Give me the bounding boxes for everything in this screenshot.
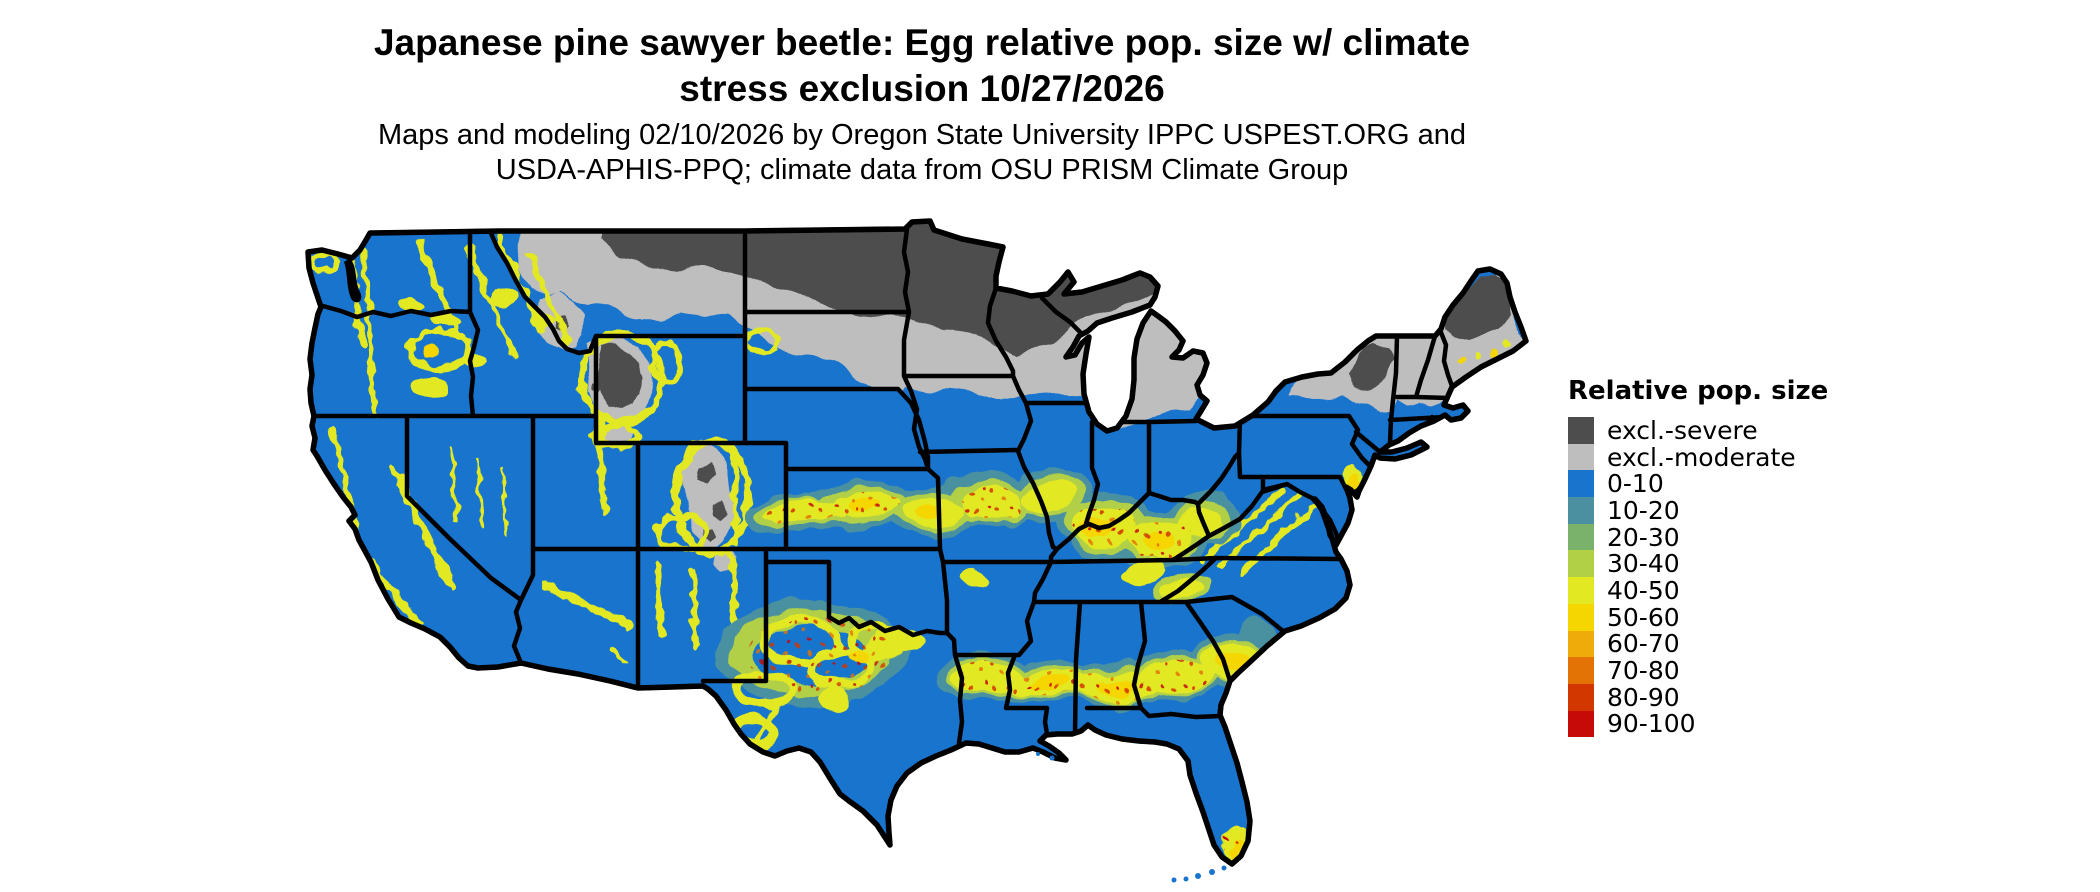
page-subtitle: Maps and modeling 02/10/2026 by Oregon S… [322,118,1522,188]
legend-label: 30-40 [1607,549,1680,579]
legend-label: excl.-severe [1607,415,1758,445]
legend-swatch [1568,577,1594,604]
legend-items: excl.-severe excl.-moderate 0-10 10-20 20-30… [1568,417,1898,739]
legend-swatch [1568,470,1594,498]
legend-swatch [1568,497,1594,524]
legend-item: 40-50 [1568,577,1898,604]
legend-item: 80-90 [1568,682,1898,712]
page-title: Japanese pine sawyer beetle: Egg relativ… [322,20,1522,112]
legend-label: 20-30 [1607,522,1680,552]
legend-swatch [1568,657,1594,684]
legend-item: 0-10 [1568,469,1898,499]
puget-sound-inlet [344,258,362,303]
legend-label: 70-80 [1607,656,1680,686]
legend-label: 40-50 [1607,575,1680,605]
legend-item: excl.-severe [1568,417,1898,444]
legend-swatch [1568,443,1594,471]
legend-swatch [1568,630,1594,658]
title-line-1: Japanese pine sawyer beetle: Egg relativ… [373,22,1471,63]
legend-item: 20-30 [1568,522,1898,552]
legend-item: 90-100 [1568,709,1898,739]
legend-swatch [1568,523,1594,551]
legend-label: excl.-moderate [1607,442,1796,472]
legend-label: 60-70 [1607,629,1680,659]
legend-swatch [1568,603,1594,631]
legend-swatch [1568,710,1594,738]
florida-keys-dots [1036,752,1227,883]
legend-item: excl.-moderate [1568,442,1898,472]
legend-label: 10-20 [1607,495,1680,525]
title-line-2: stress exclusion 10/27/2026 [679,68,1165,109]
subtitle-line-1: Maps and modeling 02/10/2026 by Oregon S… [377,119,1467,151]
legend-swatch [1568,550,1594,578]
legend: Relative pop. size excl.-severe excl.-mod… [1568,376,1898,739]
legend-label: 80-90 [1607,682,1680,712]
legend-title: Relative pop. size [1568,376,1829,406]
legend-item: 10-20 [1568,497,1898,524]
legend-swatch [1568,683,1594,711]
legend-label: 90-100 [1607,709,1696,739]
subtitle-line-2: USDA-APHIS-PPQ; climate data from OSU PR… [495,154,1349,186]
legend-label: 0-10 [1607,469,1664,499]
legend-item: 50-60 [1568,602,1898,632]
legend-item: 70-80 [1568,657,1898,684]
legend-label: 50-60 [1607,602,1680,632]
legend-swatch [1568,417,1594,444]
legend-item: 60-70 [1568,629,1898,659]
state-borders [311,226,1455,746]
legend-item: 30-40 [1568,549,1898,579]
